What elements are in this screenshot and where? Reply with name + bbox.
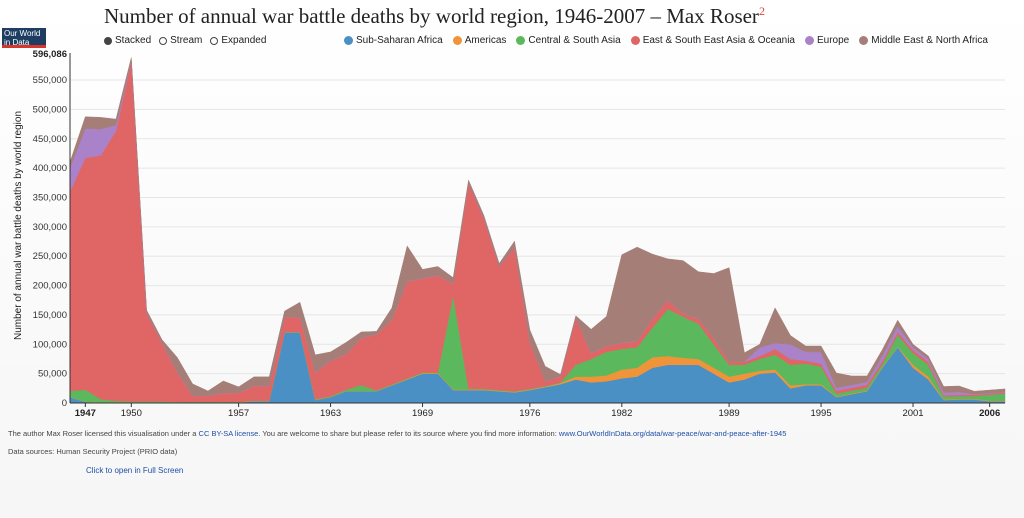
license-note: The author Max Roser licensed this visua… [8,429,787,438]
legend-label: Europe [817,35,850,46]
display-mode-selector: Stacked Stream Expanded [104,35,266,46]
y-tick-label: 250,000 [33,251,67,262]
y-tick-label: 100,000 [33,339,67,350]
area-middle-east-north-africa [69,57,1006,396]
y-tick-label: 200,000 [33,281,67,292]
legend-label: Americas [464,35,507,46]
y-tick-label: 400,000 [33,163,67,174]
y-tick-label: 550,000 [33,75,67,86]
y-max-label: 596,086 [33,49,67,60]
y-tick-label: 0 [62,398,67,409]
data-sources: Data sources: Human Security Project (PR… [8,447,178,456]
legend-label: Middle East & North Africa [871,35,988,46]
mode-stream[interactable]: Stream [159,35,202,46]
fullscreen-link[interactable]: Click to open in Full Screen [86,466,184,475]
y-tick-label: 500,000 [33,104,67,115]
legend-swatch [344,36,353,45]
footer: The author Max Roser licensed this visua… [8,429,1018,465]
legend-label: Sub-Saharan Africa [356,35,443,46]
x-tick-label: 1989 [719,408,740,419]
mode-stacked[interactable]: Stacked [104,35,151,46]
legend-item-central-south-asia[interactable]: Central & South Asia [516,35,621,46]
x-tick-label: 1950 [121,408,142,419]
legend-label: Central & South Asia [528,35,621,46]
x-tick-label: 1963 [320,408,341,419]
owid-logo[interactable]: Our World in Data [2,28,46,48]
legend-item-europe[interactable]: Europe [805,35,849,46]
x-tick-label: 2006 [979,408,1000,419]
x-tick-label: 1969 [412,408,433,419]
license-link[interactable]: CC BY-SA license [198,429,259,438]
area-europe [69,60,1006,397]
legend-item-middle-east-north-africa[interactable]: Middle East & North Africa [859,35,988,46]
y-tick-label: 300,000 [33,222,67,233]
y-axis-label: Number of annual war battle deaths by wo… [13,110,24,340]
legend-item-east-south-east-asia-oceania[interactable]: East & South East Asia & Oceania [630,35,795,46]
radio-icon [159,36,168,45]
legend-swatch [452,36,462,45]
radio-icon [210,36,219,45]
legend-swatch [805,36,814,45]
y-tick-label: 50,000 [38,369,67,380]
legend-item-americas[interactable]: Americas [452,35,507,46]
y-tick-label: 450,000 [33,134,67,145]
mode-expanded[interactable]: Expanded [210,35,266,46]
legend: Sub-Saharan Africa Americas Central & Sout… [344,35,988,46]
x-tick-label: 1957 [228,408,249,419]
legend-swatch [859,36,869,45]
x-tick-label: 1995 [810,408,831,419]
x-tick-label: 1982 [611,408,632,419]
legend-item-sub-saharan-africa[interactable]: Sub-Saharan Africa [344,35,443,46]
x-tick-label: 1976 [519,408,540,419]
legend-swatch [516,36,526,45]
legend-swatch [630,36,640,45]
legend-label: East & South East Asia & Oceania [642,35,795,46]
radio-selected-icon [104,36,112,45]
area-chart: 0 50,000 100,000 150,000 200,000 250,000 300,0… [33,49,1006,419]
source-url-link[interactable]: www.OurWorldInData.org/data/war-peace/wa… [558,429,787,438]
y-tick-label: 150,000 [33,310,67,321]
x-tick-label: 2001 [902,408,923,419]
x-tick-label: 1947 [75,408,96,419]
chart-title: Number of annual war battle deaths by wo… [104,4,765,28]
y-tick-label: 350,000 [33,192,67,203]
